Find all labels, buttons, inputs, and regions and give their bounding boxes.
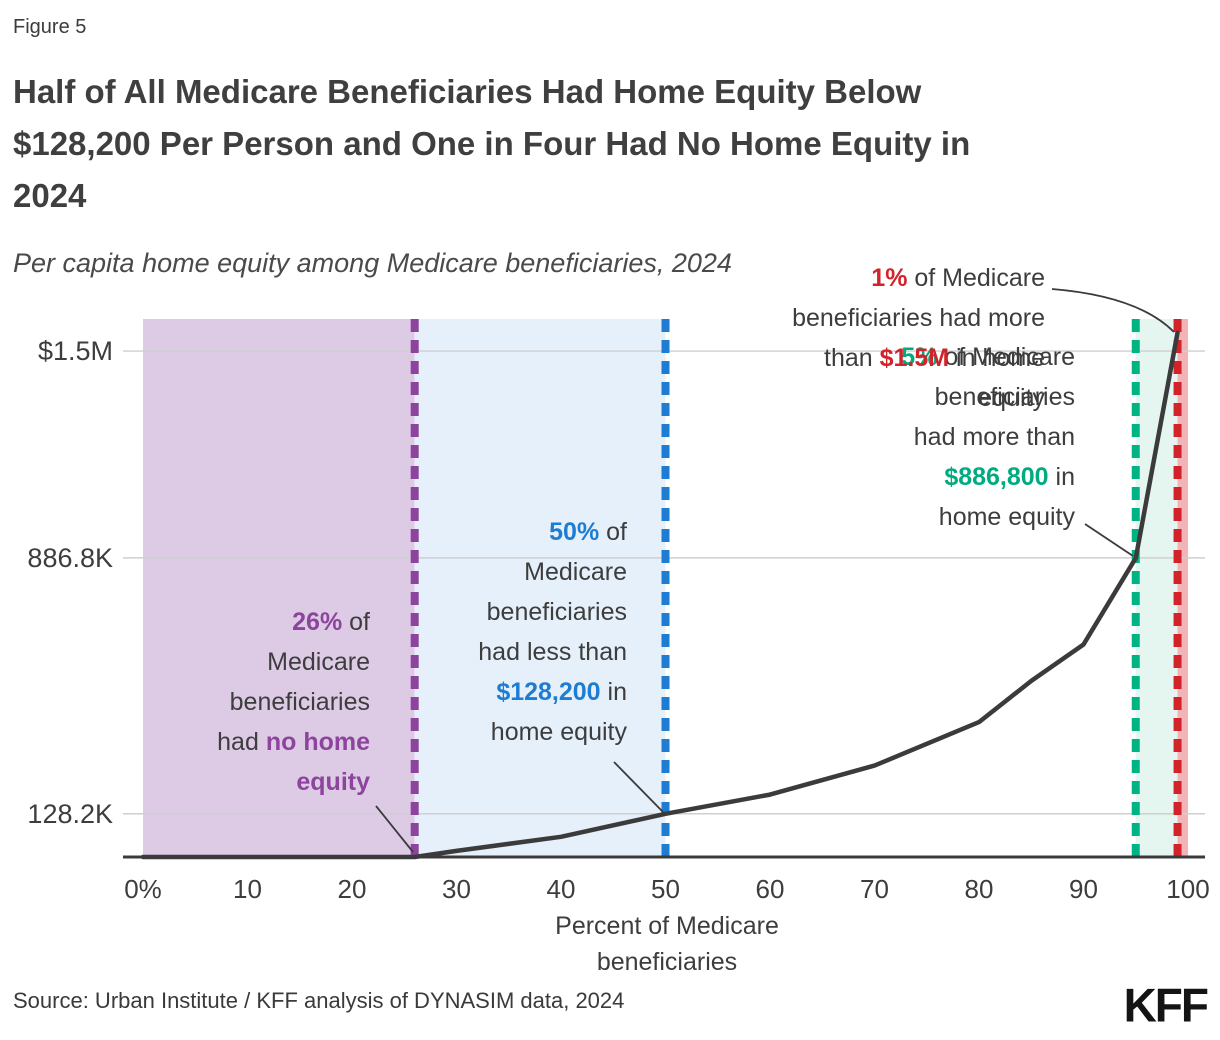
x-tick-20: 20 xyxy=(337,874,367,904)
annotation-less-than-128200-line: home equity xyxy=(490,718,627,746)
region-top-5-percent xyxy=(1135,319,1178,857)
annotation-more-than-886800: 5% of Medicare beneficiaries had more than… xyxy=(901,337,1075,537)
figure-label: Figure 5 xyxy=(13,16,87,38)
x-tick-100: 100 xyxy=(1166,874,1210,904)
annotation-more-than-886800-line: 5% of Medicare xyxy=(901,343,1075,371)
annotation-no-home-equity-line: equity xyxy=(296,768,370,796)
y-tick-128.2K: 128.2K xyxy=(27,798,113,829)
annotation-more-than-886800-line: beneficiaries xyxy=(934,383,1075,411)
annotation-more-than-1-5m-leader-line xyxy=(1051,288,1175,333)
chart-subtitle: Per capita home equity among Medicare be… xyxy=(13,248,732,278)
region-no-home-equity xyxy=(143,319,415,857)
annotation-more-than-886800-line: $886,800 in xyxy=(944,463,1075,491)
annotation-no-home-equity-line: Medicare xyxy=(267,648,370,676)
x-axis-title: Percent of Medicare beneficiaries xyxy=(467,908,867,980)
annotation-no-home-equity-leader-line xyxy=(375,805,414,853)
source-note: Source: Urban Institute / KFF analysis o… xyxy=(13,988,625,1013)
annotation-no-home-equity-line: had no home xyxy=(217,728,370,756)
annotation-more-than-886800-line: had more than xyxy=(913,423,1075,451)
x-tick-60: 60 xyxy=(755,874,785,904)
chart-title-line-3: 2024 xyxy=(13,177,87,214)
annotation-more-than-1-5m-line: beneficiaries had more xyxy=(792,304,1045,332)
annotation-no-home-equity: 26% of Medicare beneficiaries had no home eq… xyxy=(217,602,370,802)
annotation-more-than-1-5m: 1% of Medicare beneficiaries had more than… xyxy=(792,258,1045,418)
annotation-more-than-886800-line: home equity xyxy=(938,503,1075,531)
annotation-less-than-128200-line: beneficiaries xyxy=(486,598,627,626)
annotation-more-than-886800-leader-line xyxy=(1084,523,1134,557)
x-tick-40: 40 xyxy=(546,874,576,904)
chart-title-line-2: $128,200 Per Person and One in Four Had … xyxy=(13,125,971,162)
region-below-median xyxy=(414,319,666,857)
x-tick-30: 30 xyxy=(442,874,471,904)
annotation-no-home-equity-line: 26% of xyxy=(292,608,370,636)
annotation-more-than-1-5m-line: than $1.5M in home xyxy=(824,344,1045,372)
x-axis-title-line-2: beneficiaries xyxy=(596,948,738,976)
kff-logo: KFF xyxy=(1123,978,1209,1032)
x-axis-title-line-1: Percent of Medicare xyxy=(555,912,779,940)
annotation-less-than-128200-leader-line xyxy=(613,761,664,813)
annotation-more-than-1-5m-line: equity xyxy=(978,384,1045,412)
x-tick-70: 70 xyxy=(860,874,889,904)
x-tick-80: 80 xyxy=(964,874,994,904)
chart-title-line-1: Half of All Medicare Beneficiaries Had H… xyxy=(13,73,922,110)
annotation-more-than-1-5m-line: 1% of Medicare xyxy=(871,264,1045,292)
chart-title: Half of All Medicare Beneficiaries Had H… xyxy=(13,66,1183,222)
y-tick-$1.5M: $1.5M xyxy=(37,336,113,367)
x-tick-0%: 0% xyxy=(124,874,162,904)
x-tick-10: 10 xyxy=(233,874,262,904)
annotation-less-than-128200-line: had less than xyxy=(478,638,627,666)
annotation-less-than-128200: 50% of Medicare beneficiaries had less than… xyxy=(478,512,627,752)
y-tick-886.8K: 886.8K xyxy=(27,542,113,573)
annotation-less-than-128200-line: $128,200 in xyxy=(496,678,627,706)
home-equity-curve xyxy=(140,330,1180,860)
region-top-1-percent xyxy=(1177,319,1188,857)
x-tick-50: 50 xyxy=(651,874,680,904)
annotation-less-than-128200-line: Medicare xyxy=(524,558,627,586)
annotation-less-than-128200-line: 50% of xyxy=(549,518,627,546)
x-tick-90: 90 xyxy=(1069,874,1098,904)
annotation-no-home-equity-line: beneficiaries xyxy=(229,688,370,716)
